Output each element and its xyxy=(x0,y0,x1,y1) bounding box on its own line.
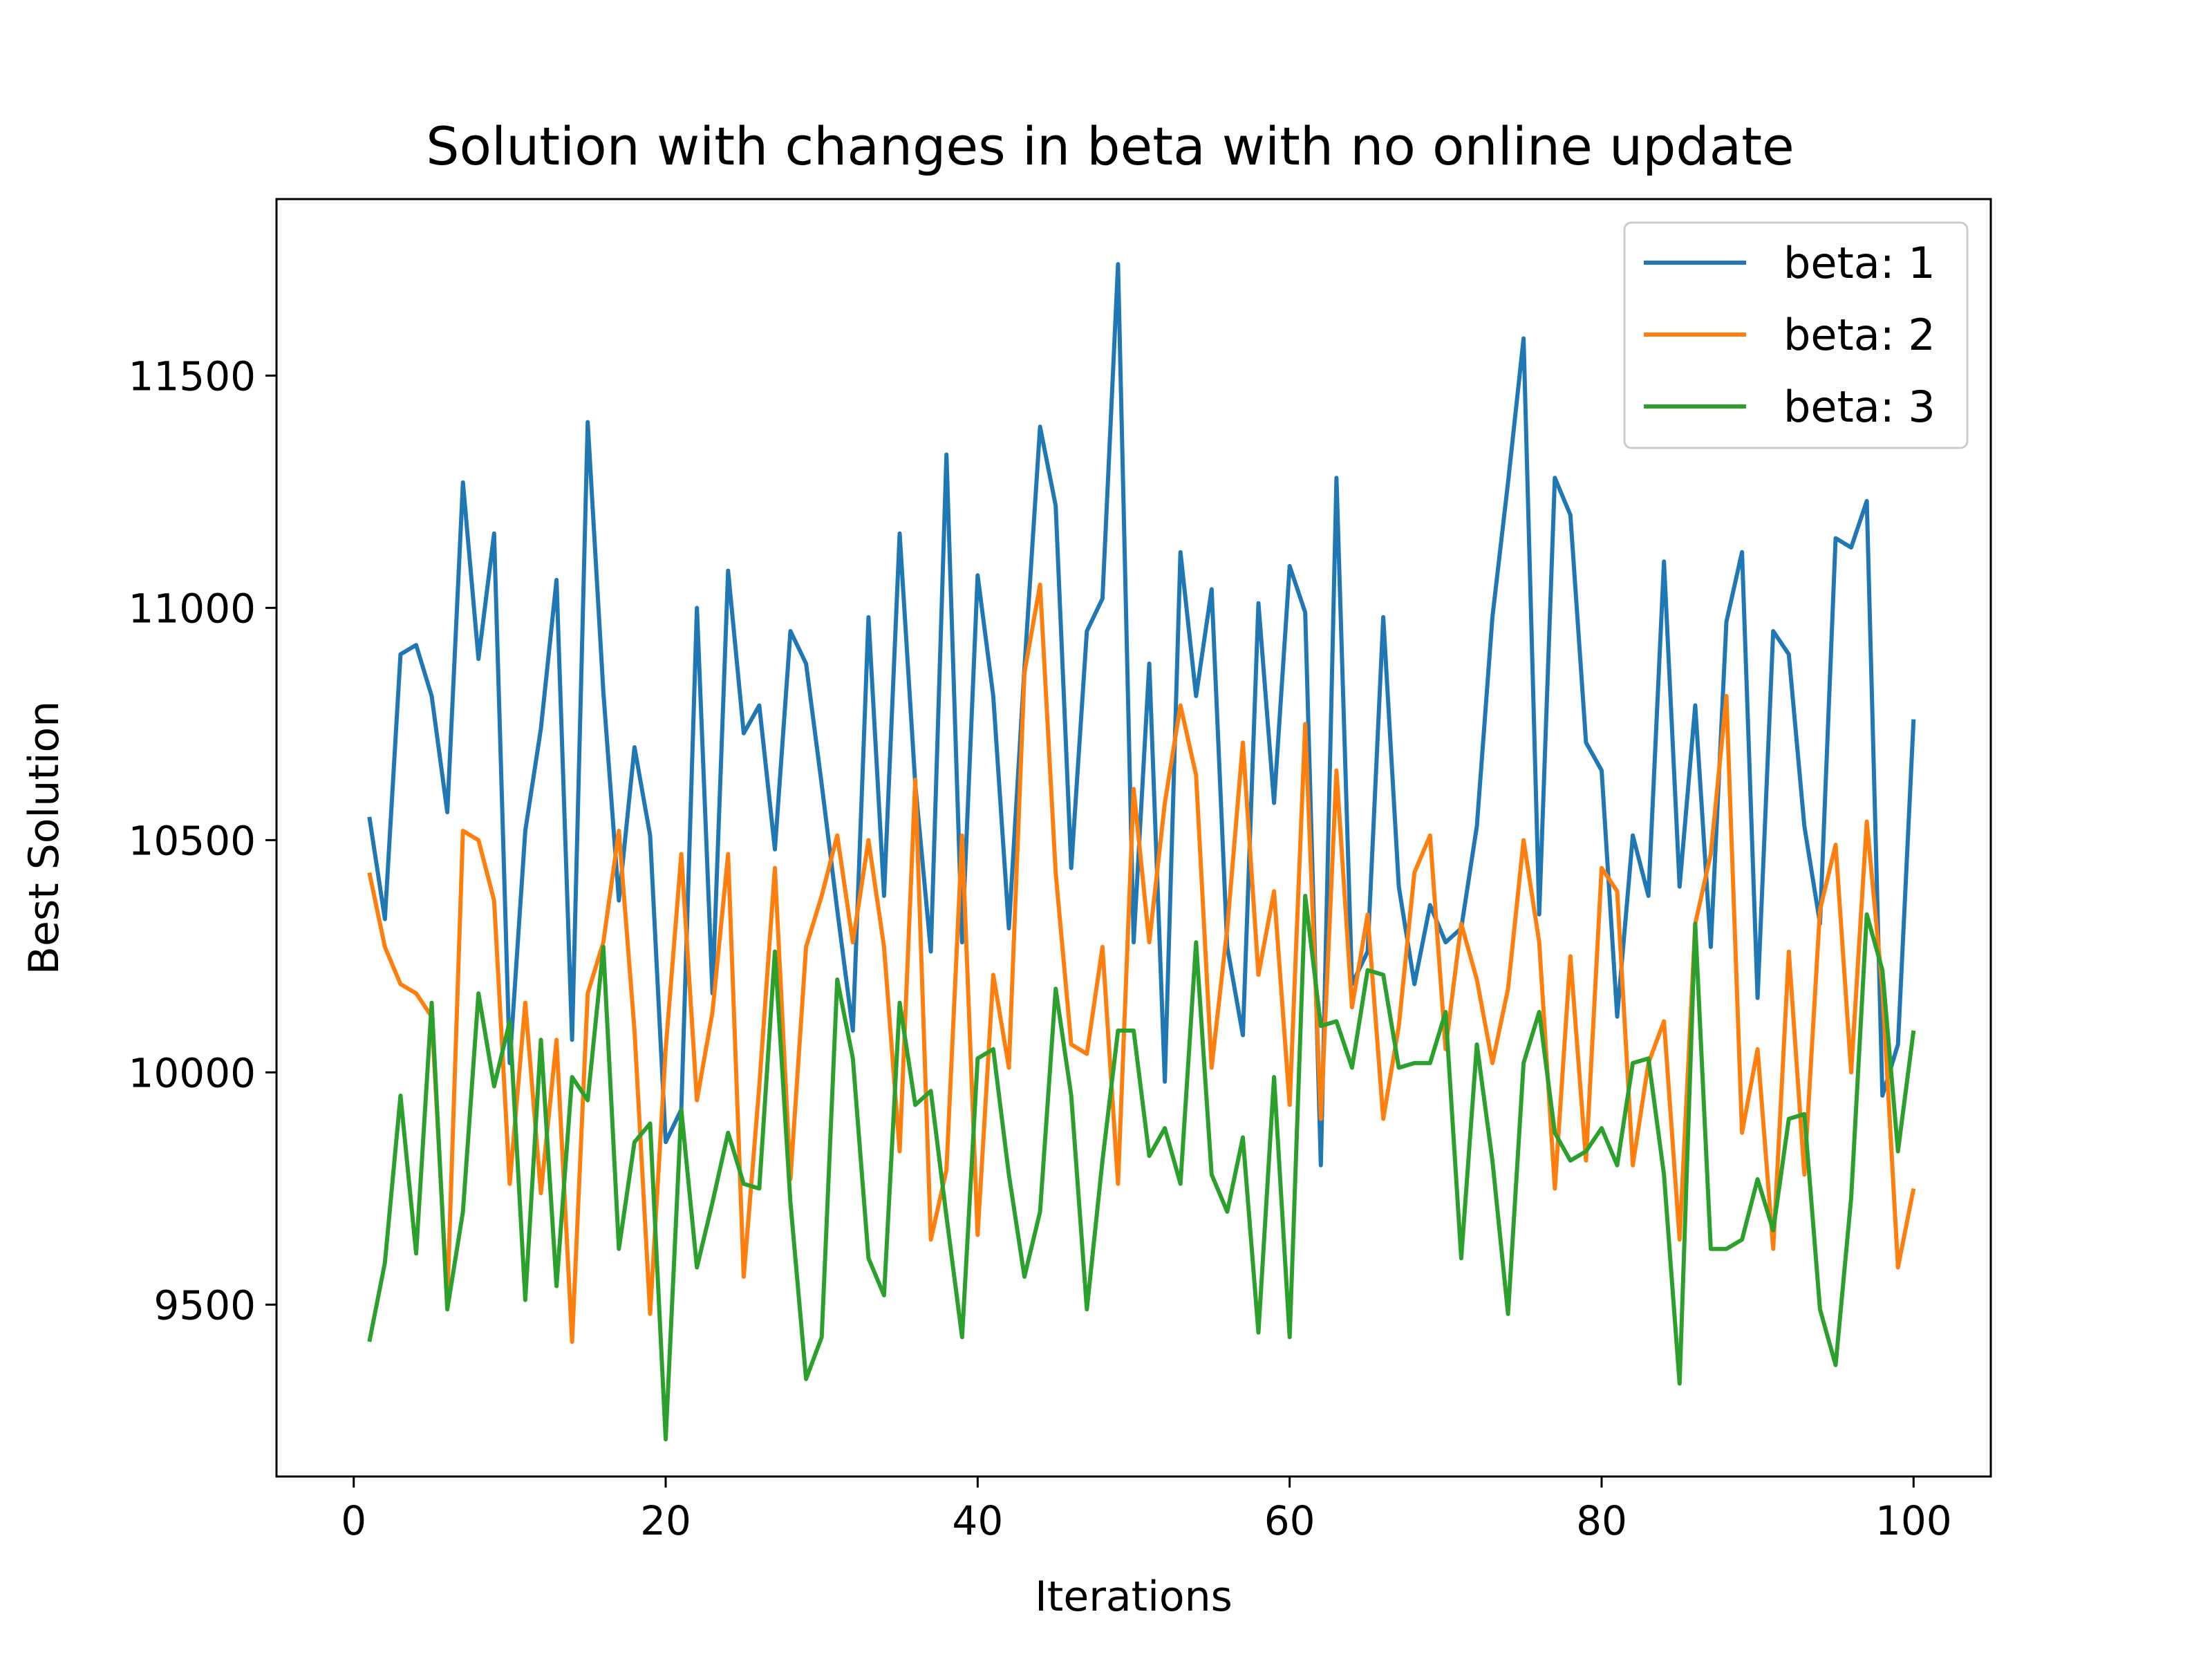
x-tick-label: 0 xyxy=(341,1497,366,1544)
legend-box xyxy=(1623,221,1969,449)
y-axis-ticks: 9500 10000 10500 11000 11500 xyxy=(128,353,276,1329)
series-line-beta-2 xyxy=(367,582,1916,1344)
x-axis-label: Iterations xyxy=(1035,1573,1232,1621)
chart-title: Solution with changes in beta with no on… xyxy=(426,115,1794,177)
y-tick-label: 10000 xyxy=(128,1049,256,1096)
legend-label-beta-3: beta: 3 xyxy=(1783,382,1936,432)
x-axis-ticks: 0 20 40 60 80 100 xyxy=(341,1477,1952,1544)
y-tick-label: 11500 xyxy=(128,353,256,400)
legend: beta: 1 beta: 2 beta: 3 xyxy=(1623,221,1969,449)
x-tick-label: 80 xyxy=(1576,1497,1627,1544)
y-axis-label: Best Solution xyxy=(20,701,68,975)
series-layer xyxy=(367,262,1916,1442)
plot-frame xyxy=(275,198,1992,1478)
y-tick-label: 9500 xyxy=(153,1282,256,1329)
y-tick-label: 11000 xyxy=(128,585,256,632)
x-tick-label: 20 xyxy=(640,1497,691,1544)
x-tick-label: 60 xyxy=(1264,1497,1315,1544)
y-tick-label: 10500 xyxy=(128,817,256,864)
series-line-beta-3 xyxy=(367,894,1916,1442)
x-tick-label: 40 xyxy=(952,1497,1003,1544)
legend-label-beta-2: beta: 2 xyxy=(1783,310,1936,360)
x-tick-label: 100 xyxy=(1875,1497,1952,1544)
legend-label-beta-1: beta: 1 xyxy=(1783,238,1936,288)
series-line-beta-1 xyxy=(367,262,1916,1168)
